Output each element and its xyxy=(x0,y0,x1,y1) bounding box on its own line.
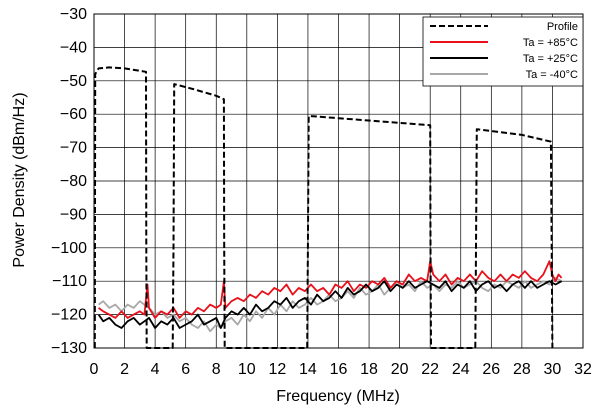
x-tick-label: 20 xyxy=(391,361,409,378)
x-tick-label: 4 xyxy=(151,361,160,378)
series-line-0 xyxy=(93,66,554,349)
x-tick-label: 28 xyxy=(513,361,531,378)
x-tick-label: 16 xyxy=(330,361,348,378)
x-tick-label: 2 xyxy=(120,361,129,378)
series-layer xyxy=(93,66,563,349)
plot-frame xyxy=(93,13,584,349)
series-line-1 xyxy=(98,260,563,319)
x-tick-label: 6 xyxy=(181,361,190,378)
x-tick-label: 12 xyxy=(268,361,286,378)
x-tick-label: 26 xyxy=(482,361,500,378)
y-tick-label: −40 xyxy=(60,39,87,56)
x-tick-label: 0 xyxy=(90,361,99,378)
x-tick-label: 8 xyxy=(212,361,221,378)
y-tick-label: −80 xyxy=(60,173,87,190)
x-tick-label: 24 xyxy=(452,361,470,378)
x-axis-label: Frequency (MHz) xyxy=(276,388,400,405)
y-tick-label: −60 xyxy=(60,106,87,123)
legend: Profile Ta = +85°C Ta = +25°C Ta = -40°C xyxy=(422,16,584,87)
series-line-3 xyxy=(98,276,563,333)
legend-label: Ta = -40°C xyxy=(526,69,578,81)
x-tick-label: 10 xyxy=(238,361,256,378)
y-axis-label: Power Density (dBm/Hz) xyxy=(11,92,28,267)
x-tick-label: 32 xyxy=(574,361,592,378)
y-tick-label: −30 xyxy=(60,6,87,23)
y-tick-label: −90 xyxy=(60,206,87,223)
legend-label: Profile xyxy=(547,21,578,33)
legend-label: Ta = +25°C xyxy=(523,53,578,65)
y-tick-label: −100 xyxy=(51,240,87,257)
axes xyxy=(93,13,584,349)
y-tick-label: −110 xyxy=(52,273,87,290)
y-tick-label: −70 xyxy=(60,140,87,157)
y-tick-label: −130 xyxy=(51,340,87,357)
legend-label: Ta = +85°C xyxy=(523,37,578,49)
x-tick-label: 14 xyxy=(299,361,317,378)
y-tick-label: −120 xyxy=(51,307,87,324)
x-tick-label: 18 xyxy=(360,361,378,378)
y-tick-label: −50 xyxy=(60,73,87,90)
x-tick-labels: 0 2 4 6 8 10 12 14 16 18 20 22 24 26 28 30 32 xyxy=(90,361,592,378)
x-tick-label: 30 xyxy=(544,361,562,378)
y-tick-labels: −30 −40 −50 −60 −70 −80 −90 −100 −110 −120 −130 xyxy=(51,6,87,357)
x-tick-label: 22 xyxy=(421,361,439,378)
